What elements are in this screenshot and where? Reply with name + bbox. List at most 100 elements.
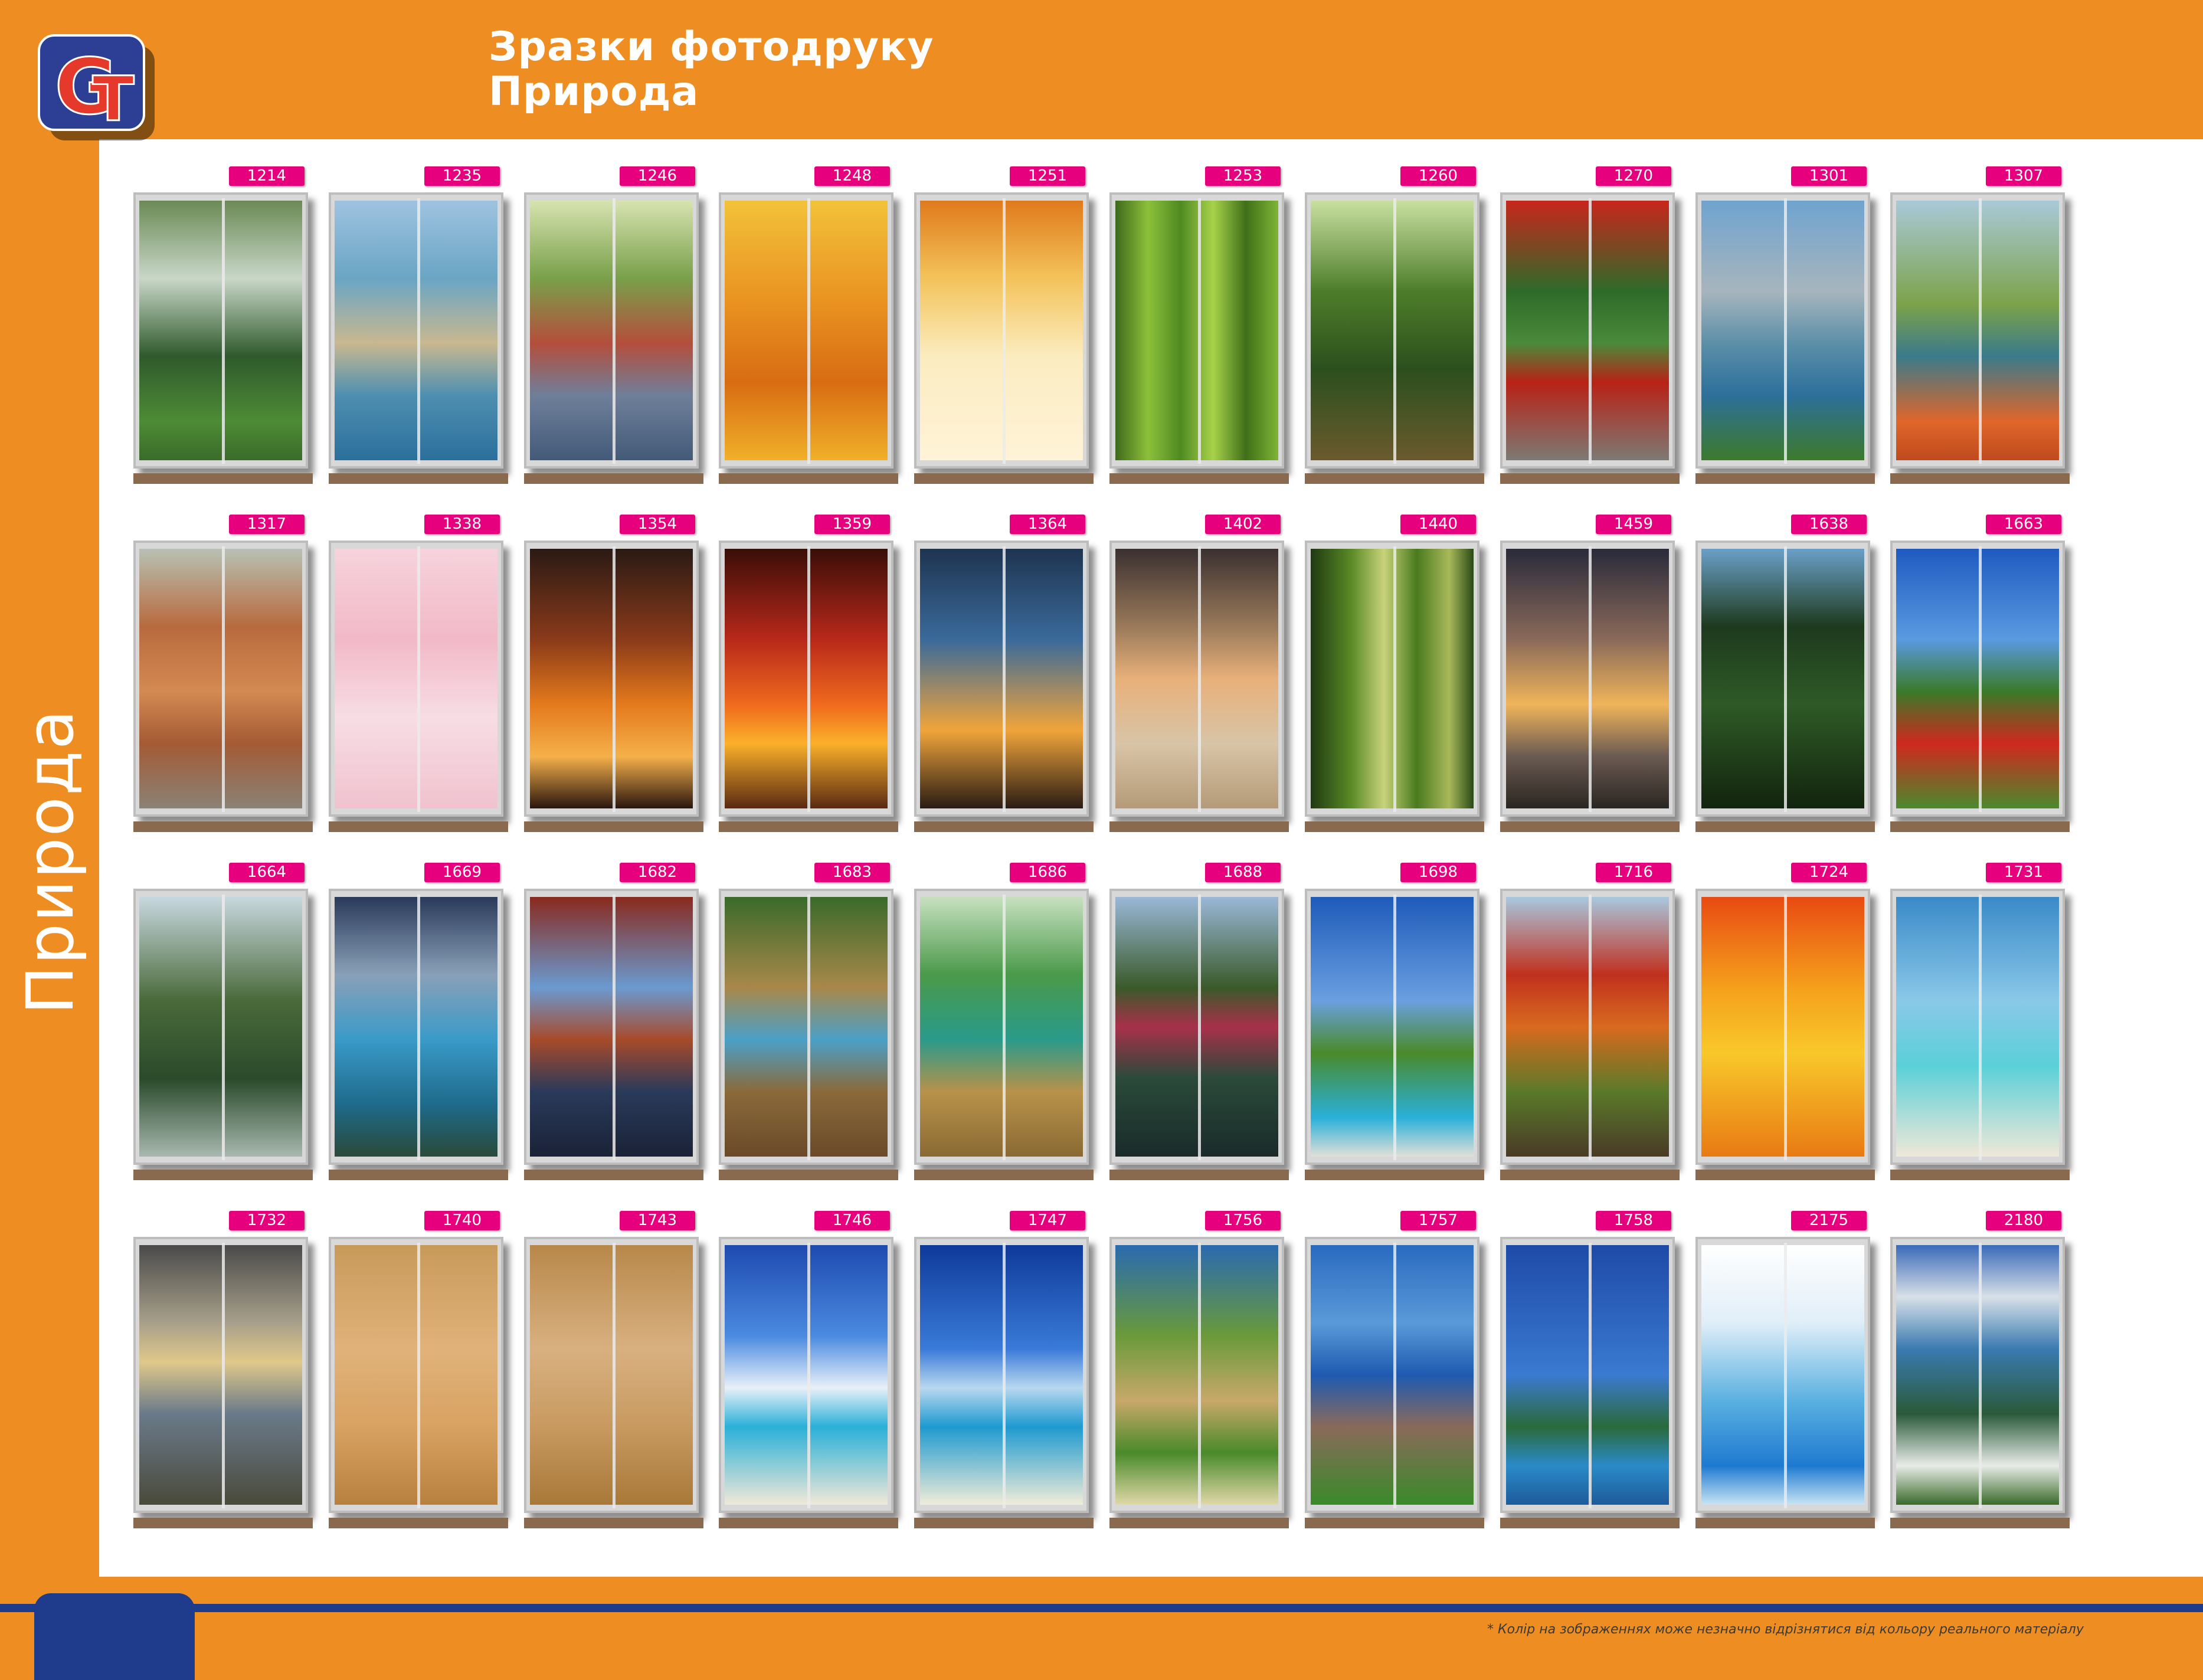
door-divider <box>1198 546 1201 812</box>
sample-item[interactable]: 1746 <box>719 1211 898 1530</box>
wardrobe-base <box>133 1518 313 1528</box>
sample-item[interactable]: 1682 <box>524 863 703 1181</box>
photo-print-tree-sunset-sea <box>1506 549 1669 808</box>
sample-item[interactable]: 1317 <box>133 515 313 833</box>
wardrobe-base <box>914 1170 1094 1180</box>
door-divider <box>1393 1243 1396 1508</box>
wardrobe-frame <box>1305 541 1484 832</box>
sample-item[interactable]: 1757 <box>1305 1211 1484 1530</box>
sample-item[interactable]: 1688 <box>1109 863 1289 1181</box>
sample-item[interactable]: 1698 <box>1305 863 1484 1181</box>
wardrobe-frame <box>1695 1237 1875 1528</box>
door-divider <box>807 546 810 812</box>
page-title-line2: Природа <box>489 68 699 115</box>
door-divider <box>613 1243 616 1508</box>
sample-item[interactable]: 1214 <box>133 166 313 485</box>
page-title-line1: Зразки фотодруку <box>489 24 934 70</box>
wardrobe-frame <box>719 1237 898 1528</box>
sample-item[interactable]: 1669 <box>329 863 508 1181</box>
sample-item[interactable]: 1756 <box>1109 1211 1289 1530</box>
wardrobe-base <box>133 821 313 832</box>
sample-item[interactable]: 1301 <box>1695 166 1875 485</box>
wardrobe-frame <box>329 1237 508 1528</box>
sample-item[interactable]: 1758 <box>1500 1211 1680 1530</box>
sample-item[interactable]: 1743 <box>524 1211 703 1530</box>
wardrobe-frame <box>1500 1237 1680 1528</box>
sample-item[interactable]: 2180 <box>1890 1211 2070 1530</box>
photo-print-red-bridge-garden <box>1506 201 1669 460</box>
sample-item[interactable]: 1716 <box>1500 863 1680 1181</box>
door-divider <box>1784 546 1787 812</box>
sample-item[interactable]: 1235 <box>329 166 508 485</box>
door-divider <box>222 546 225 812</box>
wardrobe-frame <box>1305 192 1484 484</box>
sample-item[interactable]: 1663 <box>1890 515 2070 833</box>
sample-item[interactable]: 1683 <box>719 863 898 1181</box>
sample-item[interactable]: 1724 <box>1695 863 1875 1181</box>
sample-item[interactable]: 1354 <box>524 515 703 833</box>
door-divider <box>1589 546 1592 812</box>
sample-code-tag: 1364 <box>1010 515 1085 534</box>
wardrobe-frame <box>1695 192 1875 484</box>
sample-item[interactable]: 1732 <box>133 1211 313 1530</box>
sample-code-tag: 1740 <box>424 1211 500 1230</box>
sample-item[interactable]: 1270 <box>1500 166 1680 485</box>
sample-code-tag: 1664 <box>229 863 305 882</box>
door-divider <box>613 895 616 1160</box>
photo-print-yellow-leaf-drops <box>1701 897 1864 1157</box>
sample-code-tag: 1757 <box>1400 1211 1476 1230</box>
photo-print-green-forest <box>1311 201 1474 460</box>
sample-item[interactable]: 1740 <box>329 1211 508 1530</box>
sample-item[interactable]: 1440 <box>1305 515 1484 833</box>
wardrobe-frame <box>1109 1237 1289 1528</box>
photo-print-coastal-garden <box>1896 201 2059 460</box>
door-divider <box>1784 198 1787 464</box>
wardrobe-base <box>524 1518 703 1528</box>
wardrobe-frame <box>1500 889 1680 1180</box>
sample-code-tag: 1638 <box>1791 515 1867 534</box>
sample-item[interactable]: 1638 <box>1695 515 1875 833</box>
sample-item[interactable]: 1747 <box>914 1211 1094 1530</box>
photo-print-canyon-pine <box>139 549 302 808</box>
photo-print-bamboo-closeup <box>1311 549 1474 808</box>
sample-item[interactable]: 1359 <box>719 515 898 833</box>
sample-item[interactable]: 1686 <box>914 863 1094 1181</box>
wardrobe-frame <box>914 889 1094 1180</box>
door-divider <box>807 198 810 464</box>
sample-item[interactable]: 1260 <box>1305 166 1484 485</box>
svg-text:T: T <box>93 63 135 135</box>
sample-item[interactable]: 1248 <box>719 166 898 485</box>
sample-code-tag: 1716 <box>1596 863 1671 882</box>
photo-print-autumn-lake <box>530 897 693 1157</box>
door-divider <box>1003 546 1006 812</box>
door-divider <box>222 1243 225 1508</box>
sample-code-tag: 1440 <box>1400 515 1476 534</box>
wardrobe-frame <box>133 541 313 832</box>
sample-item[interactable]: 1338 <box>329 515 508 833</box>
footer-disclaimer: * Колір на зображеннях може незначно від… <box>1487 1622 2084 1637</box>
door-divider <box>417 1243 420 1508</box>
sample-item[interactable]: 1664 <box>133 863 313 1181</box>
wardrobe-base <box>329 1518 508 1528</box>
sample-item[interactable]: 2175 <box>1695 1211 1875 1530</box>
sample-code-tag: 1756 <box>1205 1211 1281 1230</box>
sample-code-tag: 1743 <box>620 1211 695 1230</box>
sample-code-tag: 1698 <box>1400 863 1476 882</box>
sample-item[interactable]: 1364 <box>914 515 1094 833</box>
sample-item[interactable]: 1402 <box>1109 515 1289 833</box>
sample-code-tag: 1251 <box>1010 166 1085 186</box>
sample-item[interactable]: 1731 <box>1890 863 2070 1181</box>
door-divider <box>613 546 616 812</box>
wardrobe-frame <box>524 1237 703 1528</box>
photo-print-blue-sky-sea <box>725 1245 888 1505</box>
sample-item[interactable]: 1251 <box>914 166 1094 485</box>
door-divider <box>1589 1243 1592 1508</box>
sample-item[interactable]: 1307 <box>1890 166 2070 485</box>
photo-print-pine-branches <box>139 897 302 1157</box>
wardrobe-frame <box>1695 541 1875 832</box>
sample-item[interactable]: 1246 <box>524 166 703 485</box>
wardrobe-base <box>914 821 1094 832</box>
sample-item[interactable]: 1459 <box>1500 515 1680 833</box>
sample-item[interactable]: 1253 <box>1109 166 1289 485</box>
photo-print-autumn-park <box>1506 897 1669 1157</box>
